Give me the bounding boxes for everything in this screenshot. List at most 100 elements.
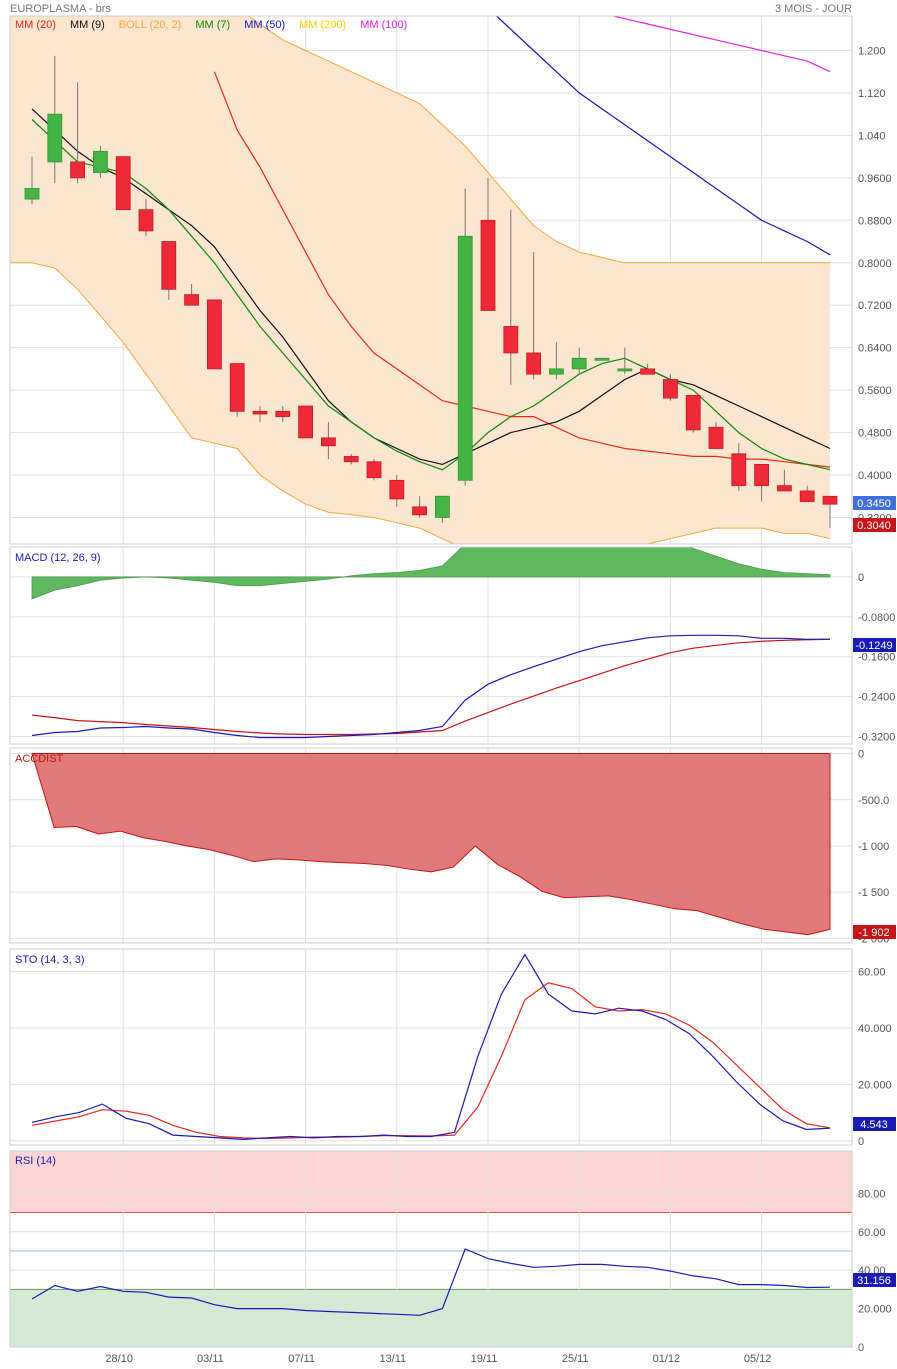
- price-y-tick: 0.8800: [858, 215, 892, 227]
- candle-body: [640, 368, 655, 375]
- sto-d-line: [31, 982, 831, 1140]
- mm20-line: [213, 71, 831, 468]
- candle-body: [708, 426, 724, 449]
- candle-body: [70, 161, 85, 179]
- price-y-tick: 1.040: [858, 130, 886, 142]
- candle-body: [343, 456, 359, 463]
- candle-body: [229, 363, 245, 412]
- candle-body: [320, 437, 336, 447]
- macd-signal-line: [31, 638, 831, 736]
- rsi-y-tick: 60.00: [858, 1227, 886, 1239]
- price-y-tick: 0.9600: [858, 173, 892, 185]
- legend-item: MM (100): [360, 19, 407, 31]
- sto-y-tick: 20.000: [858, 1079, 892, 1091]
- x-axis-date-label: 19/11: [471, 1353, 498, 1365]
- legend-item: BOLL (20, 2): [119, 19, 182, 31]
- candle-body: [47, 113, 63, 163]
- x-axis-date-label: 05/12: [744, 1353, 772, 1365]
- macd-line: [31, 634, 831, 739]
- macd-y-tick: -0.1600: [858, 652, 895, 664]
- rsi-y-tick: 20.000: [858, 1304, 892, 1316]
- candle-body: [503, 326, 519, 354]
- candle-body: [275, 410, 291, 418]
- candle-body: [799, 490, 815, 502]
- candle-body: [663, 379, 678, 399]
- rsi-y-tick: 0: [858, 1342, 864, 1354]
- rsi-oversold-zone: [10, 1289, 852, 1347]
- accdist-y-tick: -1 500: [858, 887, 889, 899]
- price-y-tick: 0.4000: [858, 470, 892, 482]
- candle-body: [389, 479, 405, 500]
- price-y-tick: 1.120: [858, 88, 886, 100]
- sto-y-tick: 60.00: [858, 967, 886, 979]
- candle-body: [685, 395, 701, 431]
- macd-histogram-area: [31, 547, 831, 600]
- price-y-tick: 0.8000: [858, 258, 892, 270]
- macd-value-badge-bg: [853, 638, 896, 652]
- period-selector[interactable]: 3 MOIS - JOUR: [774, 3, 852, 15]
- sto-panel: [9, 948, 853, 1146]
- candle-body: [457, 235, 473, 481]
- candle-body: [115, 156, 131, 211]
- price-y-tick: 0.5600: [858, 385, 892, 397]
- accdist-panel: [9, 747, 853, 944]
- candle-body: [161, 241, 177, 290]
- candle-body: [138, 209, 154, 232]
- candle-body: [777, 485, 792, 492]
- rsi-panel: [9, 1150, 853, 1348]
- macd-panel: [9, 546, 853, 745]
- bollinger-band-fill: [10, 16, 32, 263]
- candle-body: [366, 461, 382, 479]
- bollinger-lower-line: [31, 262, 831, 544]
- legend-item: MM (20): [15, 19, 56, 31]
- legend-item: MM (50): [244, 19, 285, 31]
- x-axis-date-label: 25/11: [562, 1353, 589, 1365]
- candle-body: [206, 299, 222, 370]
- macd-value-badge: -0.1249: [855, 640, 892, 652]
- candle-body: [184, 294, 200, 306]
- bollinger-band-fill: [32, 16, 830, 544]
- rsi-y-tick: 80.00: [858, 1188, 886, 1200]
- price-y-tick: 0.7200: [858, 300, 892, 312]
- mm100-line: [610, 16, 831, 73]
- mm9-line: [31, 108, 831, 466]
- sto-k-line: [31, 953, 831, 1141]
- bollinger-upper-line: [247, 16, 830, 264]
- legend-item: MM (200): [299, 19, 346, 31]
- candle-body: [412, 506, 428, 516]
- rsi-overbought-zone: [10, 1151, 852, 1213]
- candle-body: [434, 495, 450, 518]
- x-axis-date-label: 03/11: [197, 1353, 224, 1365]
- x-axis-date-label: 28/10: [105, 1353, 133, 1365]
- x-axis-date-label: 07/11: [288, 1353, 315, 1365]
- candle-body: [754, 464, 769, 487]
- accdist-y-tick: -500.0: [858, 795, 889, 807]
- candle-body: [526, 352, 541, 375]
- low-price-badge-bg: [853, 518, 896, 532]
- macd-title: MACD (12, 26, 9): [15, 552, 101, 564]
- chart-title: EUROPLASMA - brs: [10, 3, 111, 15]
- candle-body: [480, 219, 496, 311]
- macd-y-tick: -0.3200: [858, 732, 895, 744]
- sto-y-tick: 40.000: [858, 1023, 892, 1035]
- price-panel: [9, 15, 853, 545]
- legend-item: MM (9): [70, 19, 105, 31]
- accdist-y-tick: 0: [858, 749, 864, 761]
- candle-body: [594, 357, 610, 361]
- candle-body: [571, 357, 587, 370]
- accdist-title: ACCDIST: [15, 753, 64, 765]
- low-price-badge: 0.3040: [857, 520, 891, 532]
- x-axis-date-label: 01/12: [653, 1353, 681, 1365]
- rsi-line: [31, 1248, 831, 1316]
- macd-y-tick: -0.2400: [858, 692, 895, 704]
- macd-y-tick: -0.0800: [858, 612, 895, 624]
- sto-title: STO (14, 3, 3): [15, 954, 85, 966]
- rsi-value-badge: 31.156: [857, 1275, 891, 1287]
- rsi-title: RSI (14): [15, 1155, 56, 1167]
- accdist-value-badge-bg: [853, 925, 896, 939]
- candle-body: [731, 453, 747, 487]
- sto-y-tick: 0: [858, 1136, 864, 1148]
- candle-body: [549, 368, 564, 375]
- candle-body: [617, 368, 633, 372]
